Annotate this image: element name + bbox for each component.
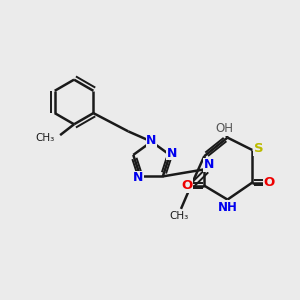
Text: CH₃: CH₃ (35, 133, 55, 142)
Text: N: N (133, 171, 143, 184)
Text: O: O (264, 176, 275, 189)
Text: N: N (167, 147, 178, 160)
Text: CH₃: CH₃ (170, 211, 189, 221)
Text: OH: OH (215, 122, 233, 135)
Text: S: S (254, 142, 263, 155)
Text: O: O (182, 179, 193, 192)
Text: N: N (146, 134, 157, 147)
Text: N: N (204, 158, 214, 171)
Text: NH: NH (218, 201, 237, 214)
